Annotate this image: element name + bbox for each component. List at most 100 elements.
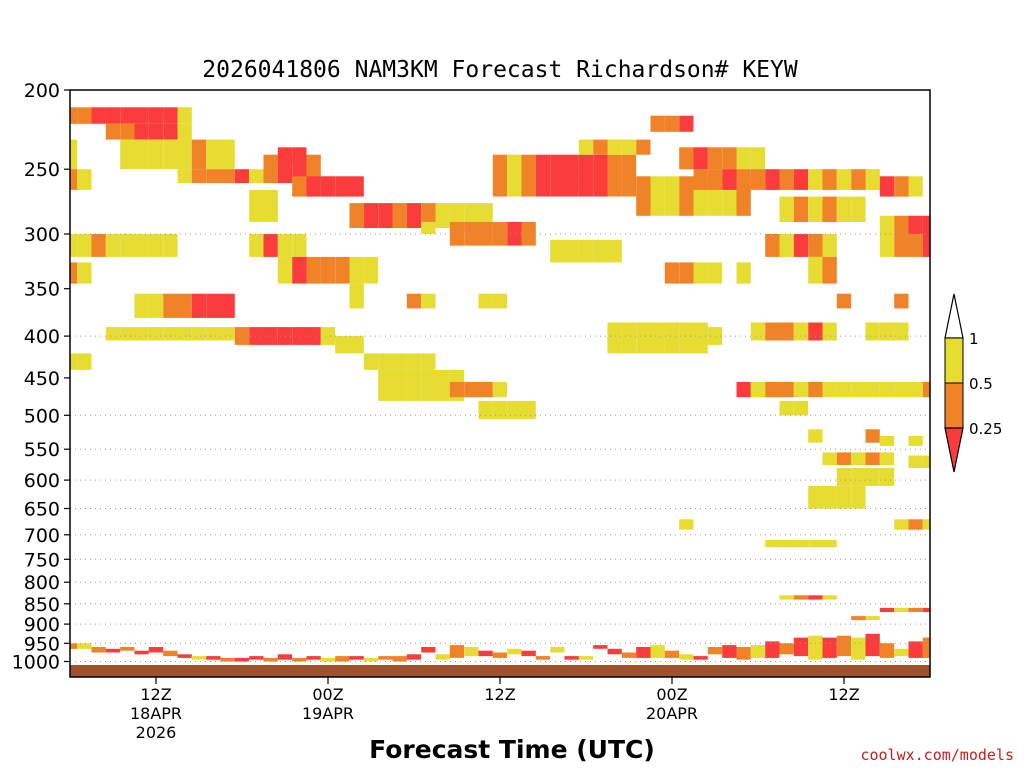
heatmap-cell: [793, 196, 809, 222]
heatmap-cell: [650, 176, 665, 216]
heatmap-cell: [70, 353, 78, 370]
ground-surface: [70, 665, 930, 677]
heatmap-cell: [277, 327, 293, 345]
heatmap-cell: [249, 656, 264, 660]
heatmap-cell: [578, 154, 594, 197]
heatmap-cell: [865, 322, 880, 341]
heatmap-cell: [435, 203, 450, 228]
heatmap-cell: [277, 234, 293, 257]
legend-band-0: [944, 337, 964, 384]
heatmap-cell: [722, 645, 737, 658]
heatmap-cell: [836, 169, 852, 190]
heatmap-cell: [836, 196, 852, 222]
heatmap-cell: [793, 322, 809, 341]
pressure-gridlines: [70, 233, 930, 662]
heatmap-cell: [263, 234, 278, 257]
heatmap-cell: [879, 607, 895, 612]
heatmap-cell: [349, 176, 364, 197]
heatmap-cell: [636, 176, 651, 216]
heatmap-cell: [779, 539, 794, 548]
heatmap-cell: [621, 322, 637, 354]
heatmap-cell: [234, 169, 250, 184]
heatmap-cell: [163, 327, 178, 341]
heatmap-cell: [879, 322, 895, 341]
heatmap-cell: [636, 647, 651, 658]
x-tick-label: 12Z: [484, 685, 515, 704]
heatmap-cell: [120, 234, 135, 257]
heatmap-cell: [163, 107, 178, 124]
heatmap-cell: [822, 196, 837, 222]
heatmap-cell: [349, 336, 364, 354]
heatmap-cell: [765, 169, 780, 190]
heatmap-cell: [148, 293, 164, 318]
heatmap-cell: [822, 169, 837, 190]
heatmap-cell: [879, 452, 895, 465]
heatmap-cell: [148, 123, 164, 140]
heatmap-cell: [406, 370, 422, 401]
heatmap-cell: [607, 322, 622, 354]
heatmap-cell: [464, 203, 479, 228]
heatmap-cell: [894, 607, 909, 612]
heatmap-cell: [879, 176, 895, 197]
heatmap-cell: [206, 293, 221, 318]
heatmap-cell: [693, 656, 708, 660]
heatmap-cell: [707, 262, 723, 284]
heatmap-cell: [679, 519, 694, 530]
heatmap-cell: [793, 169, 809, 190]
heatmap-cell: [750, 147, 766, 170]
heatmap-cell: [234, 327, 250, 345]
heatmap-cell: [421, 293, 436, 309]
heatmap-cell: [908, 455, 923, 469]
heatmap-cell: [722, 169, 737, 190]
heatmap-cell: [908, 234, 923, 257]
heatmap-cell: [836, 452, 852, 465]
heatmap-cell: [292, 234, 307, 257]
heatmap-cell: [363, 657, 379, 662]
heatmap-cell: [865, 616, 880, 621]
heatmap-cell: [894, 648, 909, 657]
heatmap-cell: [120, 139, 135, 170]
heatmap-cell: [765, 381, 780, 398]
heatmap-cell: [808, 635, 823, 660]
heatmap-cell: [779, 595, 794, 600]
heatmap-cell: [163, 234, 178, 257]
y-tick-label: 400: [24, 326, 60, 348]
heatmap-cell: [105, 123, 121, 140]
heatmap-cell: [650, 645, 665, 658]
y-tick-label: 350: [24, 279, 60, 301]
heatmap-cell: [822, 486, 837, 509]
heatmap-cell: [406, 353, 422, 370]
heatmap-cell: [263, 154, 278, 184]
heatmap-cell: [70, 262, 78, 284]
heatmap-cell: [722, 147, 737, 170]
heatmap-cell: [378, 353, 393, 370]
heatmap-cell: [808, 169, 823, 190]
heatmap-cell: [249, 189, 264, 222]
heatmap-cell: [277, 256, 293, 284]
heatmap-cell: [521, 650, 536, 657]
heatmap-cell: [70, 169, 78, 190]
heatmap-cell: [406, 654, 422, 660]
heatmap-cell: [908, 436, 923, 446]
heatmap-cell: [435, 370, 450, 401]
credit-link[interactable]: coolwx.com/models: [860, 746, 1014, 764]
legend-band-2: [944, 427, 964, 473]
y-tick-label: 250: [24, 159, 60, 181]
heatmap-cell: [421, 370, 436, 401]
heatmap-cell: [378, 370, 393, 401]
heatmap-cell: [77, 169, 92, 190]
heatmap-cell: [177, 169, 192, 184]
heatmap-cell: [191, 139, 207, 170]
heatmap-cell: [421, 353, 436, 370]
heatmap-cell: [77, 643, 92, 649]
heatmap-cell: [177, 139, 192, 170]
heatmap-cell: [349, 203, 364, 228]
heatmap-cell: [607, 648, 622, 655]
heatmap-cell: [191, 293, 207, 318]
y-axis-ticks: 200 250 300 350 400 450 500 550 600 650 7007508008…: [12, 80, 70, 674]
heatmap-cell: [306, 656, 321, 660]
heatmap-cell: [822, 256, 837, 284]
heatmap-cell: [908, 607, 923, 612]
heatmap-cell: [306, 256, 321, 284]
heatmap-cell: [263, 189, 278, 222]
